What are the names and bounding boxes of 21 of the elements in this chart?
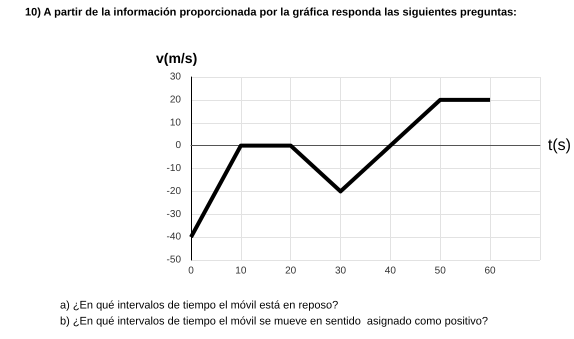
text: a) ¿En qué intervalos de tiempo el móvil está en reposo? xyxy=(60,300,338,312)
y-tick-label: 0 xyxy=(175,140,182,152)
y-tick-label: 20 xyxy=(170,94,182,106)
x-tick-label: 0 xyxy=(188,266,194,276)
y-tick-label: -20 xyxy=(166,186,182,197)
x-axis-title: t(s) xyxy=(548,137,572,154)
x-tick-label: 20 xyxy=(285,266,297,276)
y-tick-label: 30 xyxy=(170,72,182,82)
y-tick-label: -50 xyxy=(166,254,182,266)
y-tick-label: -30 xyxy=(166,208,182,220)
text: b) ¿En qué intervalos de tiempo el móvil se mueve en sentido asignado como positivo? xyxy=(60,316,488,328)
chart-title: 10) A partir de la información proporcionada por la gráfica responda las siguientes preguntas: xyxy=(25,6,517,18)
x-tick-label: 30 xyxy=(334,266,347,276)
x-tick-label: 10 xyxy=(235,266,247,276)
y-tick-label: 10 xyxy=(170,117,182,128)
x-tick-label: 40 xyxy=(384,266,396,276)
y-tick-label: -10 xyxy=(166,163,182,174)
x-tick-label: 50 xyxy=(434,266,446,276)
x-tick-label: 60 xyxy=(484,266,496,276)
y-axis-title: v(m/s) xyxy=(156,50,198,66)
y-tick-label: -40 xyxy=(166,232,182,243)
